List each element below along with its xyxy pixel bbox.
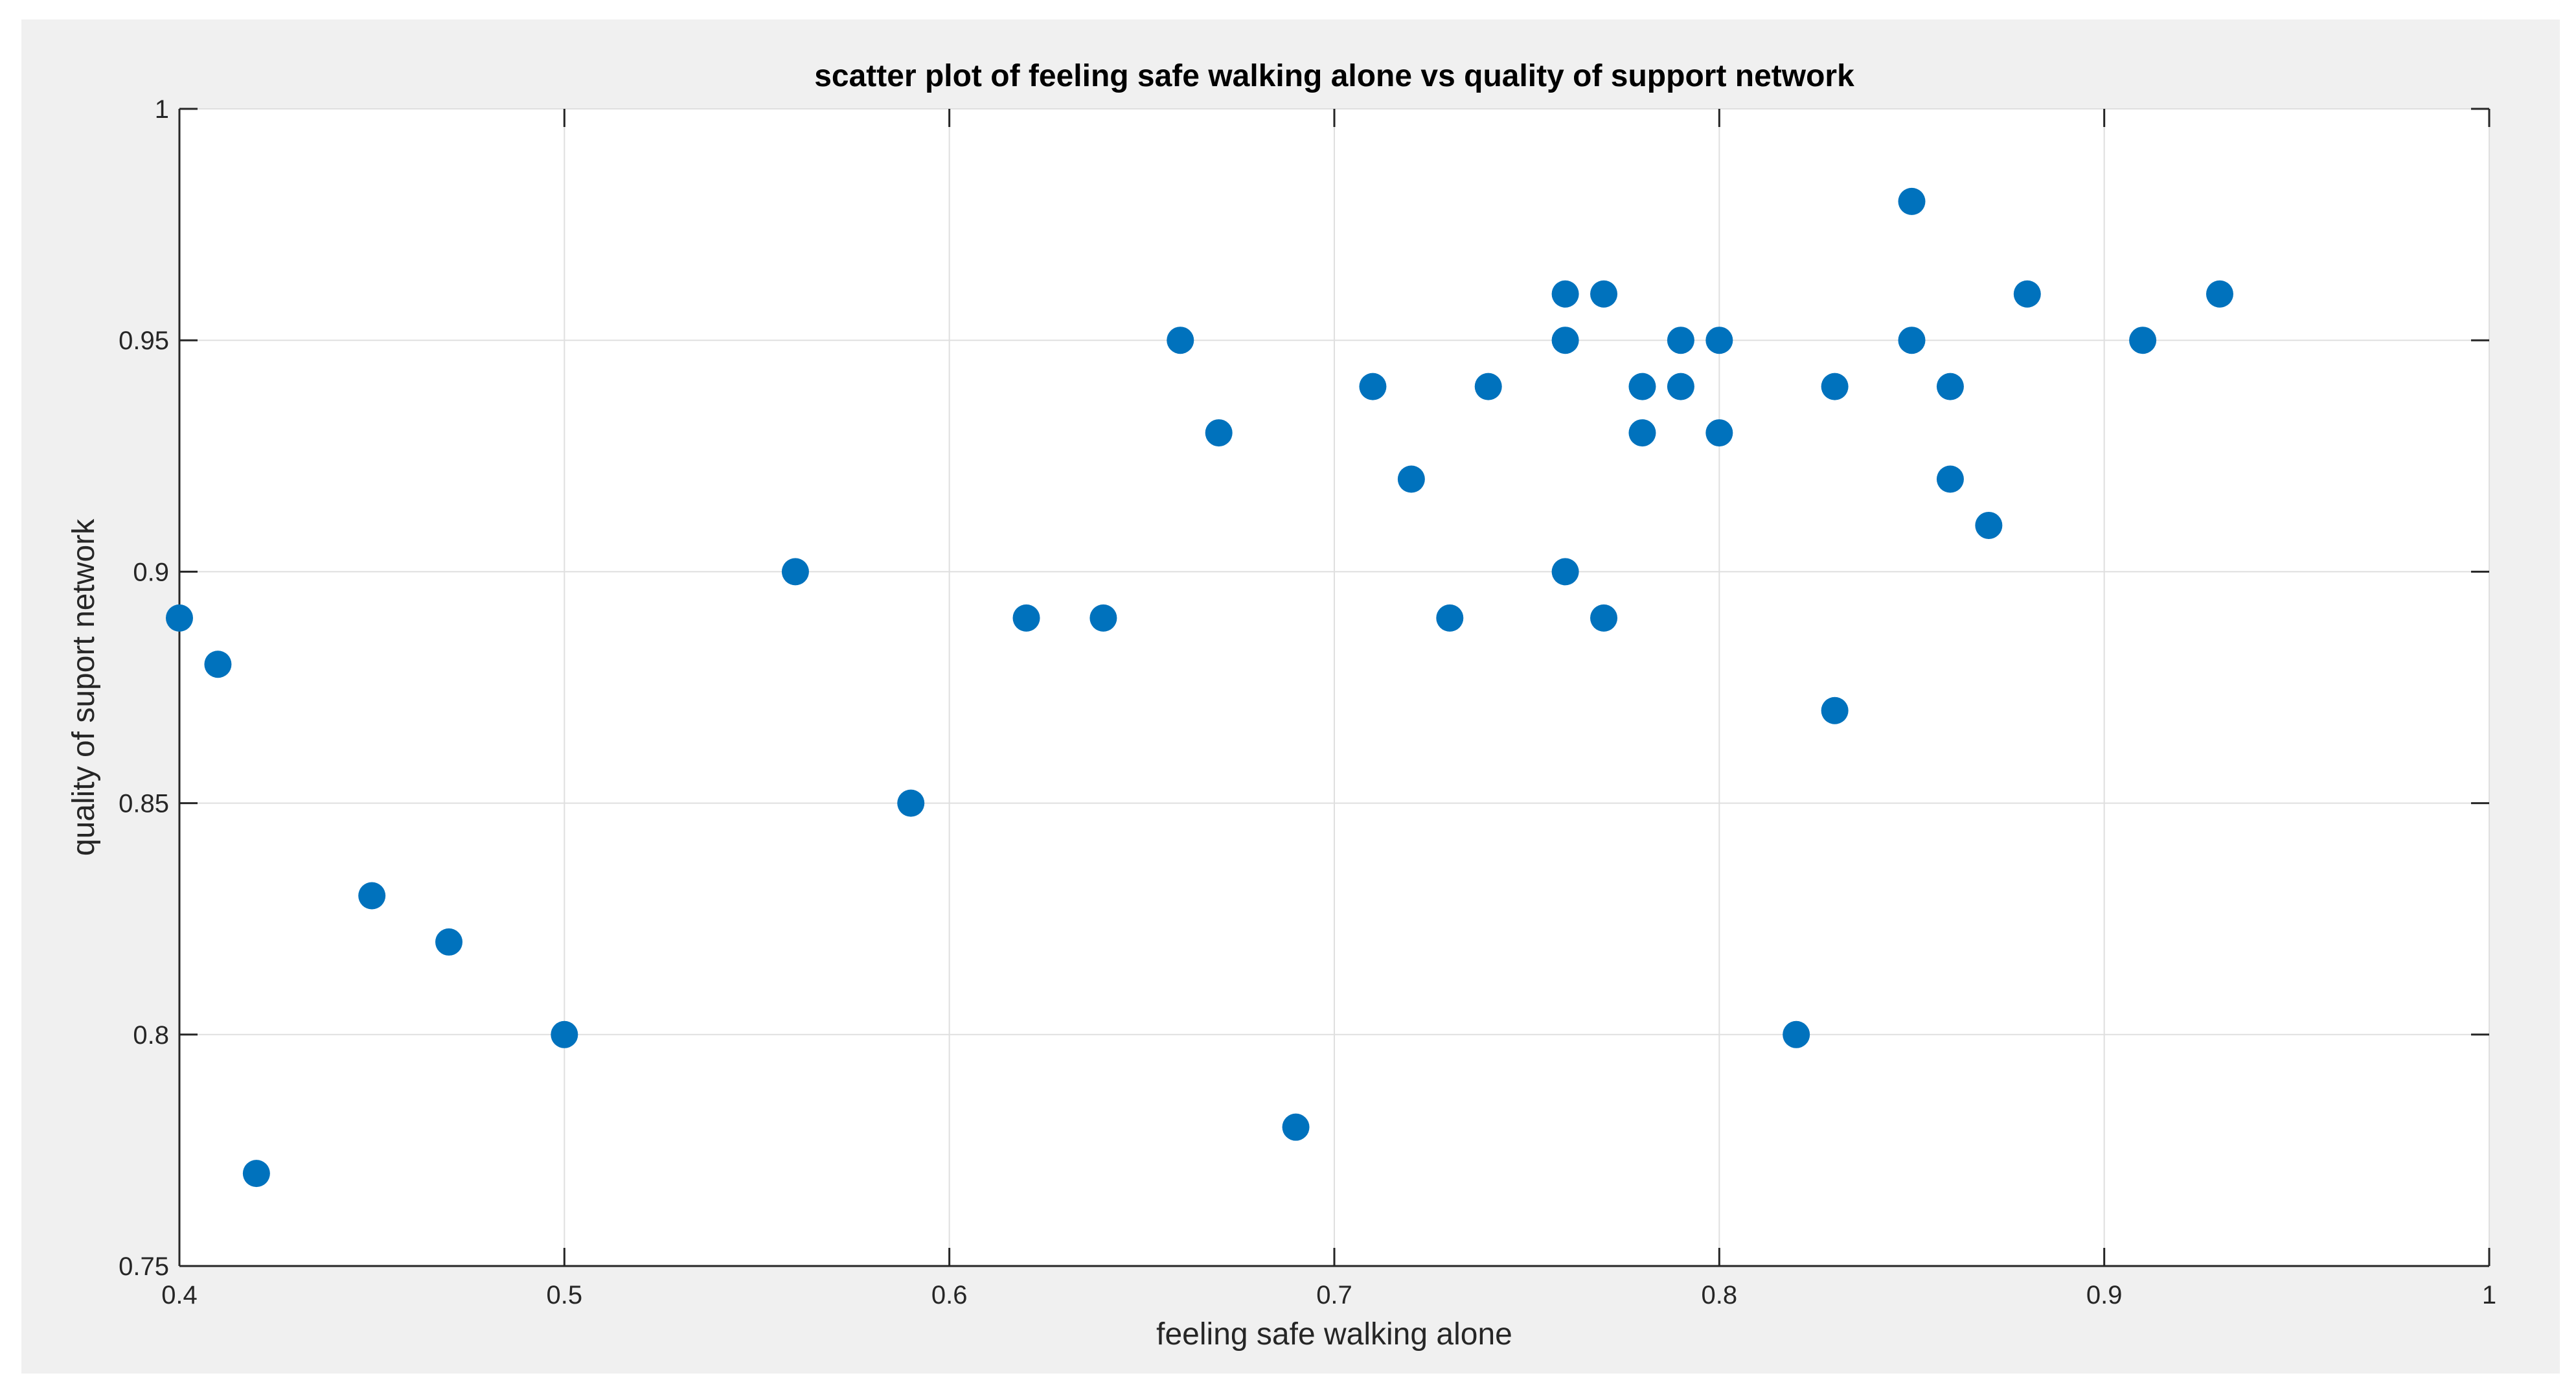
scatter-point	[2129, 327, 2157, 354]
x-axis-label: feeling safe walking alone	[1156, 1317, 1512, 1352]
x-tick-label: 0.7	[1316, 1281, 1352, 1309]
scatter-point	[1628, 373, 1656, 400]
x-tick-label: 1	[2482, 1281, 2496, 1309]
tick-labels: 0.4 0.5 0.6 0.7 0.8 0.9 1 0.75 0.8 0.85 0.9 0.95 1	[119, 95, 2496, 1309]
scatter-point	[1474, 373, 1502, 400]
scatter-point	[781, 558, 809, 586]
x-tick-label: 0.5	[547, 1281, 583, 1309]
scatter-point	[1783, 1020, 1810, 1048]
y-tick-label: 0.75	[119, 1252, 169, 1281]
scatter-point	[2013, 280, 2041, 308]
scatter-point	[1205, 419, 1233, 447]
scatter-point	[2206, 280, 2233, 308]
scatter-point	[242, 1160, 270, 1188]
scatter-point	[1936, 373, 1964, 400]
scatter-point	[1089, 604, 1117, 632]
scatter-point	[1667, 373, 1694, 400]
scatter-point	[1590, 280, 1618, 308]
scatter-point	[1551, 280, 1579, 308]
x-tick-label: 0.8	[1702, 1281, 1738, 1309]
x-tick-label: 0.4	[161, 1281, 198, 1309]
scatter-point	[1551, 327, 1579, 354]
scatter-point	[1167, 327, 1194, 354]
scatter-point	[1012, 604, 1040, 632]
scatter-point	[1590, 604, 1618, 632]
scatter-point	[551, 1020, 578, 1048]
scatter-point	[1975, 511, 2003, 539]
scatter-point	[1821, 373, 1849, 400]
y-tick-label: 0.9	[133, 558, 169, 586]
scatter-point	[1397, 465, 1425, 493]
scatter-point	[1898, 327, 1926, 354]
x-tick-label: 0.9	[2086, 1281, 2123, 1309]
y-tick-label: 0.8	[133, 1021, 169, 1050]
scatter-point	[1936, 465, 1964, 493]
scatter-point	[1667, 327, 1694, 354]
scatter-point	[1705, 419, 1733, 447]
scatter-point	[1898, 187, 1926, 215]
scatter-point	[1821, 696, 1849, 724]
scatter-point	[358, 882, 386, 910]
scatter-point	[1705, 327, 1733, 354]
scatter-point	[1359, 373, 1387, 400]
scatter-point	[897, 789, 925, 817]
scatter-point	[1628, 419, 1656, 447]
scatter-point	[166, 604, 193, 632]
y-tick-label: 1	[155, 95, 169, 124]
x-tick-label: 0.6	[931, 1281, 968, 1309]
chart-title: scatter plot of feeling safe walking alo…	[814, 59, 1854, 93]
scatter-point	[1551, 558, 1579, 586]
y-tick-label: 0.85	[119, 790, 169, 818]
scatter-point	[204, 650, 232, 678]
y-axis-label: quality of suport network	[67, 518, 101, 856]
scatter-point	[1282, 1113, 1310, 1141]
scatter-point	[435, 928, 463, 956]
y-tick-label: 0.95	[119, 327, 169, 355]
axes	[178, 108, 2491, 1267]
scatter-point	[1436, 604, 1464, 632]
data-points	[166, 187, 2233, 1188]
